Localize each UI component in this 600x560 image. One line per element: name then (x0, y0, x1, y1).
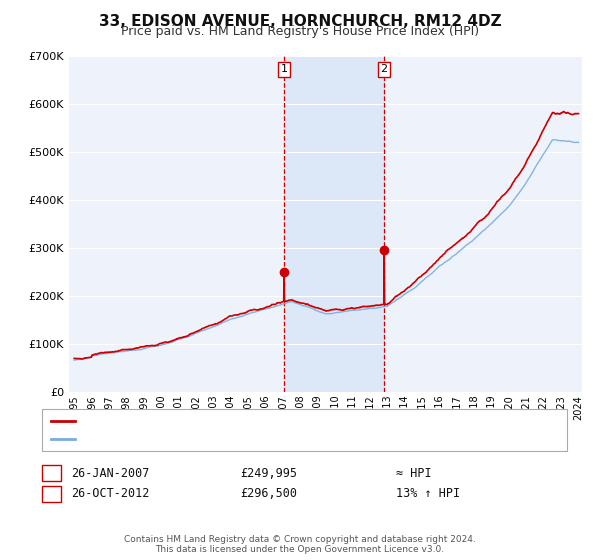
Bar (284, 56, 384, 392)
Text: Price paid vs. HM Land Registry's House Price Index (HPI): Price paid vs. HM Land Registry's House … (121, 25, 479, 38)
Text: 1: 1 (281, 64, 287, 74)
Text: 13% ↑ HPI: 13% ↑ HPI (396, 487, 460, 501)
Text: 1: 1 (47, 466, 56, 480)
Text: 2: 2 (380, 64, 388, 74)
Text: £296,500: £296,500 (240, 487, 297, 501)
Text: 33, EDISON AVENUE, HORNCHURCH, RM12 4DZ: 33, EDISON AVENUE, HORNCHURCH, RM12 4DZ (98, 14, 502, 29)
Text: 26-OCT-2012: 26-OCT-2012 (71, 487, 149, 501)
Text: Contains HM Land Registry data © Crown copyright and database right 2024.
This d: Contains HM Land Registry data © Crown c… (124, 535, 476, 554)
Text: HPI: Average price, semi-detached house, Havering: HPI: Average price, semi-detached house,… (79, 434, 348, 444)
Text: 33, EDISON AVENUE, HORNCHURCH, RM12 4DZ (semi-detached house): 33, EDISON AVENUE, HORNCHURCH, RM12 4DZ … (79, 416, 451, 426)
Text: £249,995: £249,995 (240, 466, 297, 480)
Text: 26-JAN-2007: 26-JAN-2007 (71, 466, 149, 480)
Text: 2: 2 (47, 487, 56, 501)
Text: ≈ HPI: ≈ HPI (396, 466, 431, 480)
